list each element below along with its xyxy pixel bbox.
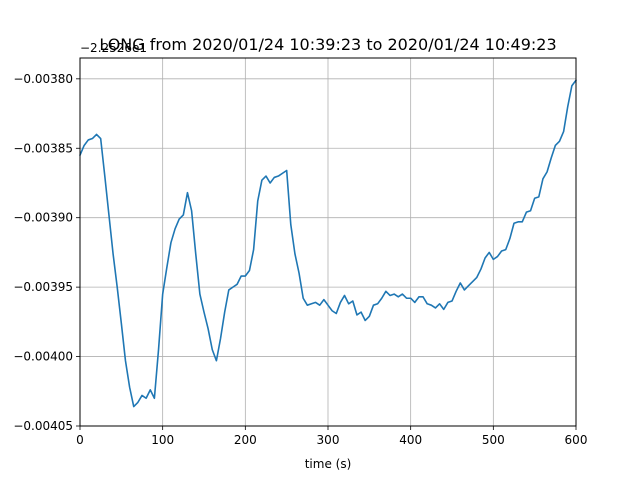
chart-title: LONG from 2020/01/24 10:39:23 to 2020/01…: [99, 35, 556, 54]
y-tick-label: −0.00400: [13, 350, 73, 364]
x-tick-label: 100: [151, 433, 174, 447]
x-tick-label: 0: [76, 433, 84, 447]
y-tick-label: −0.00385: [13, 141, 73, 155]
x-tick-label: 200: [234, 433, 257, 447]
x-tick-label: 300: [317, 433, 340, 447]
y-tick-label: −0.00390: [13, 211, 73, 225]
x-tick-label: 400: [399, 433, 422, 447]
x-tick-label: 600: [565, 433, 588, 447]
y-tick-label: −0.00405: [13, 419, 73, 433]
y-tick-label: −0.00395: [13, 280, 73, 294]
series-layer: [79, 79, 577, 408]
x-axis-label: time (s): [305, 457, 352, 471]
x-tick-label: 500: [482, 433, 505, 447]
series-line: [79, 79, 577, 408]
x-axis-ticks: 0 100 200 300 400 500 600: [76, 426, 587, 447]
y-tick-label: −0.00380: [13, 72, 73, 86]
y-axis-ticks: −0.00405 −0.00400 −0.00395 −0.00390 −0.00385…: [13, 72, 80, 433]
y-axis-offset-text: −2.2526e1: [80, 41, 147, 55]
